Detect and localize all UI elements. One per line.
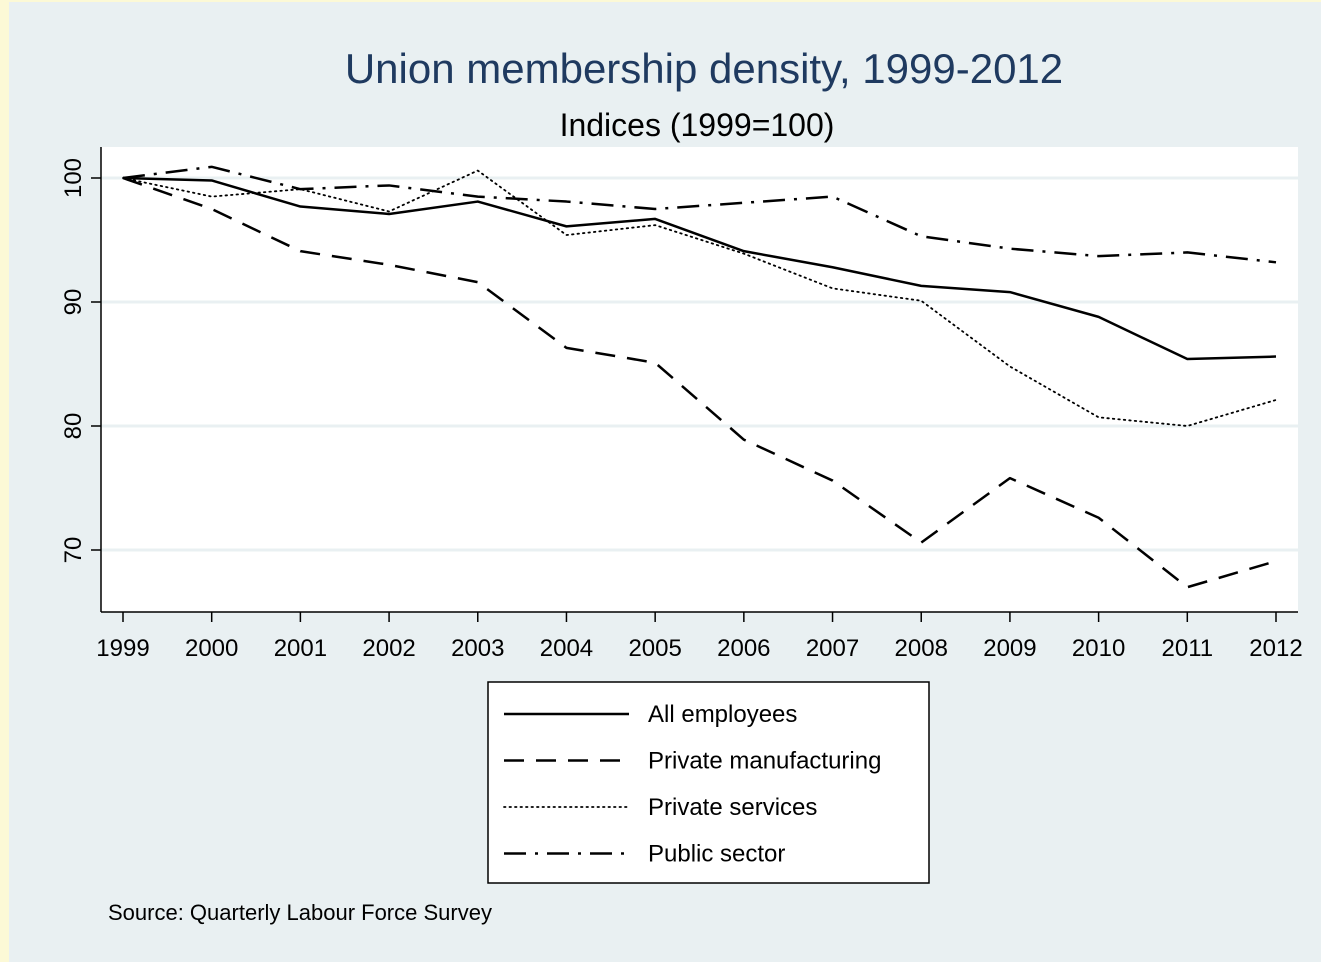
x-tick-label: 2003 [451, 635, 504, 662]
axes [91, 147, 1298, 622]
x-tick-label: 2008 [895, 635, 948, 662]
x-tick-label: 2009 [983, 635, 1036, 662]
x-tick-label: 2006 [717, 635, 770, 662]
x-tick-label: 1999 [96, 635, 149, 662]
series-line-private-services [122, 169, 1277, 427]
x-tick-label: 2000 [185, 635, 238, 662]
tick-labels: 70 80 90 100 1999 2000 2001 2002 2003 2004 2005 200… [60, 158, 1303, 662]
legend-box [487, 681, 930, 884]
plot-area [101, 147, 1298, 612]
line-chart: 70 80 90 100 1999 2000 2001 2002 2003 2004 2005 200… [60, 45, 1303, 925]
x-tick-label: 2012 [1249, 635, 1302, 662]
legend-label: All employees [648, 701, 797, 728]
legend-label: Private services [648, 794, 817, 821]
x-tick-label: 2011 [1162, 635, 1214, 662]
series-line-all-employees [122, 176, 1277, 361]
y-tick-label: 80 [60, 413, 87, 440]
source-note: Source: Quarterly Labour Force Survey [108, 900, 492, 925]
chart-frame: 70 80 90 100 1999 2000 2001 2002 2003 2004 2005 200… [9, 2, 1321, 962]
series-line-private-manufacturing [122, 176, 1277, 589]
legend-label: Private manufacturing [648, 748, 881, 775]
y-tick-label: 70 [60, 537, 87, 564]
x-tick-label: 2010 [1072, 635, 1125, 662]
x-tick-label: 2005 [628, 635, 681, 662]
legend-label: Public sector [648, 841, 785, 868]
series-lines [122, 165, 1277, 589]
legend: All employees Private manufacturing Privat… [487, 681, 930, 884]
chart-subtitle: Indices (1999=100) [560, 107, 835, 143]
chart-title: Union membership density, 1999-2012 [345, 45, 1063, 92]
x-tick-label: 2004 [540, 635, 593, 662]
y-tick-label: 90 [60, 289, 87, 316]
x-tick-label: 2007 [806, 635, 859, 662]
y-tick-label: 100 [60, 158, 87, 198]
gridlines [101, 176, 1298, 552]
x-tick-label: 2001 [274, 635, 327, 662]
x-tick-label: 2002 [362, 635, 415, 662]
